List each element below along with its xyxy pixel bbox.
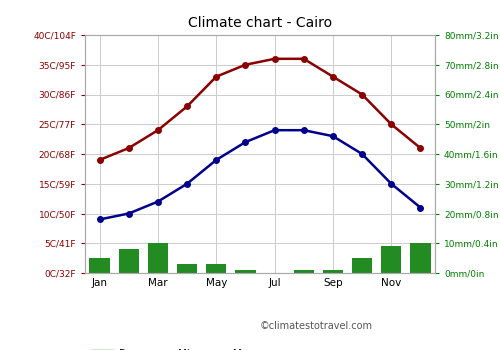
Bar — [381, 246, 402, 273]
Legend: Prec, Min, Max: Prec, Min, Max — [86, 345, 258, 350]
Bar — [90, 258, 110, 273]
Bar — [235, 270, 256, 273]
Bar — [177, 264, 198, 273]
Bar — [118, 249, 139, 273]
Bar — [410, 243, 430, 273]
Bar — [322, 270, 343, 273]
Title: Climate chart - Cairo: Climate chart - Cairo — [188, 16, 332, 30]
Bar — [148, 243, 168, 273]
Bar — [206, 264, 227, 273]
Bar — [294, 270, 314, 273]
Bar — [352, 258, 372, 273]
Text: ©climatestotravel.com: ©climatestotravel.com — [260, 321, 373, 331]
